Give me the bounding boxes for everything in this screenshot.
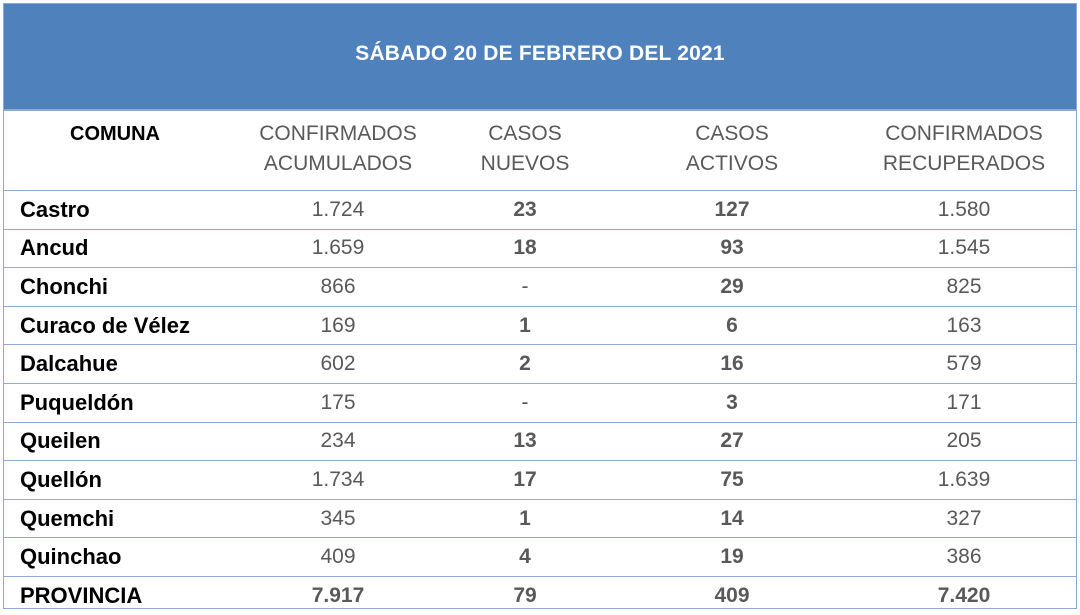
recuperados-cell: 163 <box>852 306 1076 346</box>
comuna-cell: Queilen <box>4 422 238 462</box>
acumulados-cell: 345 <box>238 499 438 539</box>
comuna-cell: Curaco de Vélez <box>4 306 238 346</box>
acumulados-cell: 866 <box>238 267 438 307</box>
total-recuperados-cell: 7.420 <box>937 583 991 607</box>
acumulados-cell: 1.659 <box>238 229 438 269</box>
nuevos-cell: 4 <box>438 537 612 577</box>
recuperados-cell: 327 <box>852 499 1076 539</box>
comuna-cell: Castro <box>4 190 238 230</box>
acumulados-cell: 602 <box>238 344 438 384</box>
recuperados-cell: 1.545 <box>852 229 1076 269</box>
activos-cell: 127 <box>612 190 852 230</box>
covid-report-table-sheet: SÁBADO 20 DE FEBRERO DEL 2021 COMUNA CON… <box>3 3 1077 609</box>
nuevos-cell: 13 <box>438 422 612 462</box>
report-title: SÁBADO 20 DE FEBRERO DEL 2021 <box>355 41 725 65</box>
column-header-line: CONFIRMADOS <box>259 122 417 145</box>
acumulados-cell: 169 <box>238 306 438 346</box>
column-header-line: CONFIRMADOS <box>885 122 1043 145</box>
comuna-cell: Ancud <box>4 229 238 269</box>
recuperados-cell: 1.580 <box>852 190 1076 230</box>
comuna-cell: Dalcahue <box>4 344 238 384</box>
total-activos-cell: 409 <box>714 583 750 607</box>
column-header-casos-nuevos: CASOS NUEVOS <box>438 111 612 191</box>
activos-cell: 29 <box>612 267 852 307</box>
recuperados-cell: 825 <box>852 267 1076 307</box>
recuperados-cell: 386 <box>852 537 1076 577</box>
activos-cell: 19 <box>612 537 852 577</box>
acumulados-cell: 1.724 <box>238 190 438 230</box>
table-row: Castro 1.724 23 127 1.580 <box>4 190 1076 230</box>
column-header-casos-activos: CASOS ACTIVOS <box>612 111 852 191</box>
nuevos-cell: 1 <box>438 306 612 346</box>
cases-table: COMUNA CONFIRMADOS ACUMULADOS CASOS NUEV… <box>4 111 1076 615</box>
activos-cell: 6 <box>612 306 852 346</box>
recuperados-cell: 205 <box>852 422 1076 462</box>
activos-cell: 27 <box>612 422 852 462</box>
comuna-cell: Quemchi <box>4 499 238 539</box>
activos-cell: 75 <box>612 460 852 500</box>
table-row: Quemchi 345 1 14 327 <box>4 499 1076 539</box>
table-row: Queilen 234 13 27 205 <box>4 422 1076 462</box>
comuna-cell: Quinchao <box>4 537 238 577</box>
column-header-confirmados-acumulados: CONFIRMADOS ACUMULADOS <box>238 111 438 191</box>
column-header-line: CASOS NUEVOS <box>480 122 570 175</box>
nuevos-cell: 18 <box>438 229 612 269</box>
column-header-comuna: COMUNA <box>4 111 238 191</box>
nuevos-cell: 17 <box>438 460 612 500</box>
column-header-line: ACUMULADOS <box>263 152 413 175</box>
column-header-line: ACTIVOS <box>685 152 779 175</box>
recuperados-cell: 171 <box>852 383 1076 423</box>
total-acumulados-cell: 7.917 <box>311 583 365 607</box>
table-row: Dalcahue 602 2 16 579 <box>4 344 1076 384</box>
nuevos-cell: - <box>438 383 612 423</box>
table-row: Ancud 1.659 18 93 1.545 <box>4 229 1076 269</box>
column-header-confirmados-recuperados: CONFIRMADOS RECUPERADOS <box>852 111 1076 191</box>
comuna-cell: Puqueldón <box>4 383 238 423</box>
recuperados-cell: 579 <box>852 344 1076 384</box>
nuevos-cell: 2 <box>438 344 612 384</box>
column-header-line: CASOS <box>695 122 769 145</box>
total-nuevos-cell: 79 <box>513 583 537 607</box>
acumulados-cell: 175 <box>238 383 438 423</box>
table-row: Puqueldón 175 - 3 171 <box>4 383 1076 423</box>
table-row: Quinchao 409 4 19 386 <box>4 537 1076 577</box>
acumulados-cell: 1.734 <box>238 460 438 500</box>
recuperados-cell: 1.639 <box>852 460 1076 500</box>
nuevos-cell: 23 <box>438 190 612 230</box>
comuna-cell: Quellón <box>4 460 238 500</box>
table-row: Curaco de Vélez 169 1 6 163 <box>4 306 1076 346</box>
total-row: PROVINCIA 7.917 79 409 7.420 <box>4 576 1076 614</box>
nuevos-cell: 1 <box>438 499 612 539</box>
activos-cell: 93 <box>612 229 852 269</box>
header-row: COMUNA CONFIRMADOS ACUMULADOS CASOS NUEV… <box>4 111 1076 191</box>
title-banner: SÁBADO 20 DE FEBRERO DEL 2021 <box>4 4 1076 111</box>
table-row: Quellón 1.734 17 75 1.639 <box>4 460 1076 500</box>
activos-cell: 14 <box>612 499 852 539</box>
acumulados-cell: 409 <box>238 537 438 577</box>
activos-cell: 3 <box>612 383 852 423</box>
comuna-cell: Chonchi <box>4 267 238 307</box>
nuevos-cell: - <box>438 267 612 307</box>
activos-cell: 16 <box>612 344 852 384</box>
table-row: Chonchi 866 - 29 825 <box>4 267 1076 307</box>
column-header-line: RECUPERADOS <box>882 152 1046 175</box>
acumulados-cell: 234 <box>238 422 438 462</box>
column-header-line: COMUNA <box>70 123 160 145</box>
total-label-cell: PROVINCIA <box>20 582 143 608</box>
